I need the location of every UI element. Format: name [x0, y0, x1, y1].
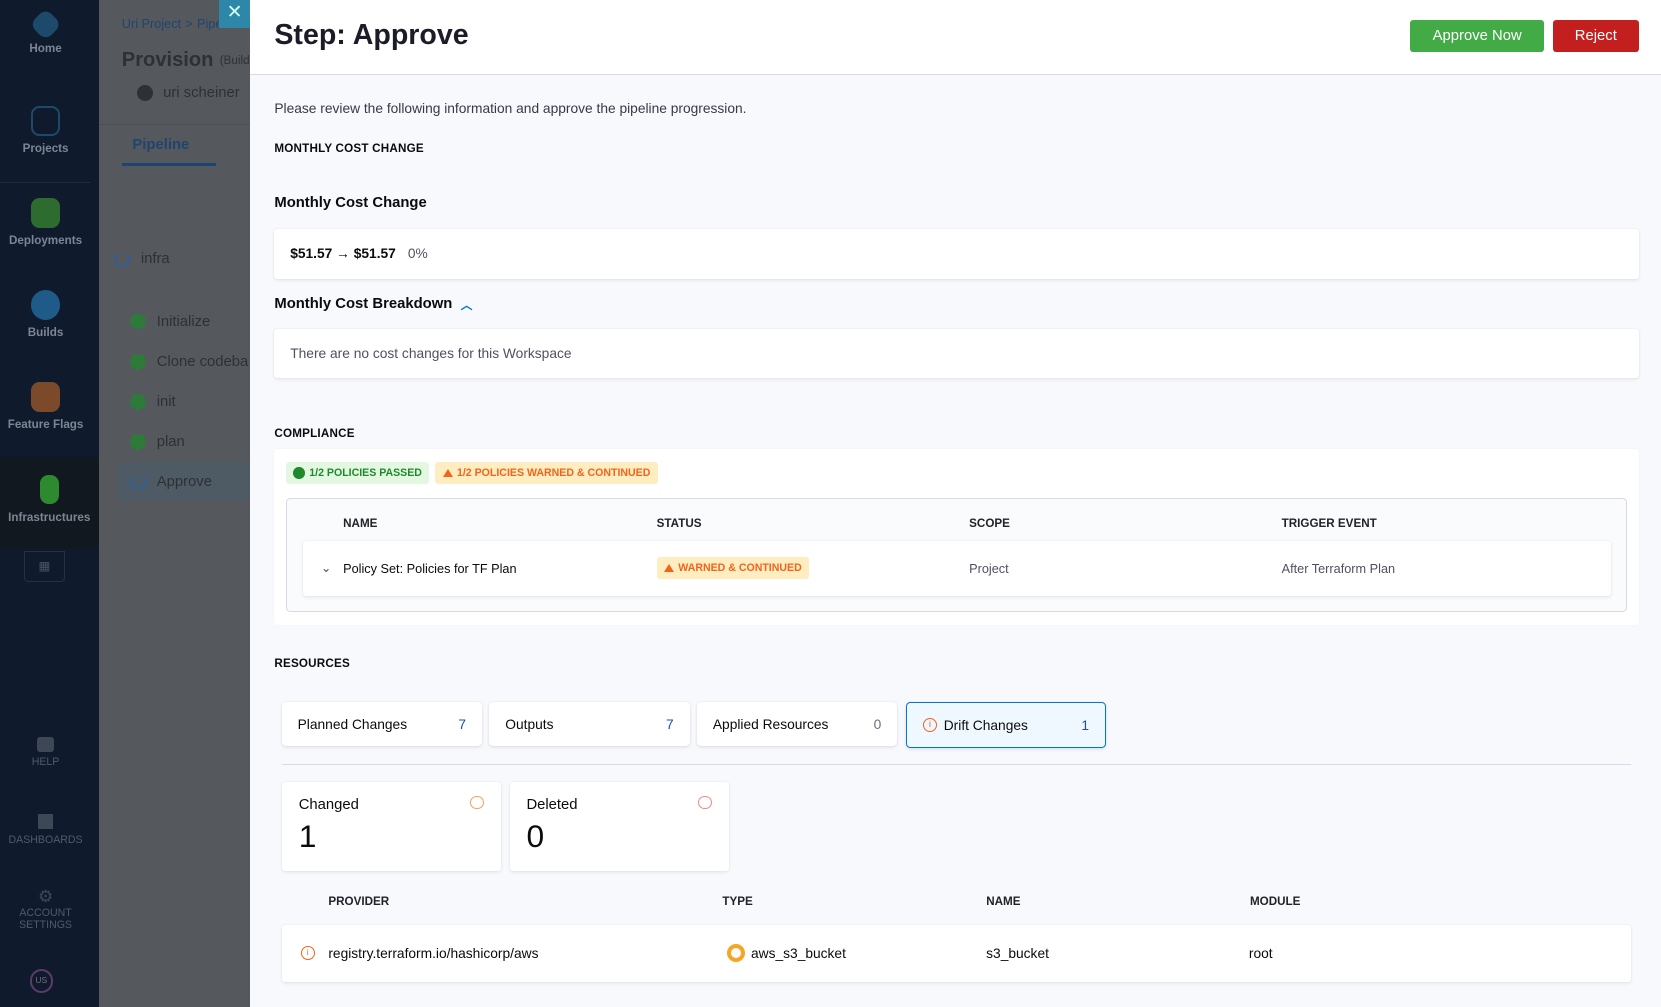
breakdown-toggle[interactable]: Monthly Cost Breakdown ︿: [274, 295, 473, 312]
approval-panel: Step: Approve Approve Now Reject Please …: [249, 0, 1661, 1007]
step-item[interactable]: Initialize: [130, 314, 210, 330]
step-item[interactable]: init: [130, 394, 176, 410]
nav-deployments[interactable]: Deployments: [0, 198, 91, 247]
pipeline-title: Provision: [121, 48, 214, 71]
aws-icon: [726, 943, 745, 962]
breadcrumb-project[interactable]: Uri Project: [121, 15, 182, 31]
chevron-up-icon: ︿: [460, 298, 473, 312]
nav-projects[interactable]: Projects: [0, 105, 91, 155]
background-page: Uri Project > Pipeli Provision (Build uri s…: [98, 0, 256, 1007]
gear-icon: ⚙: [37, 886, 54, 906]
nav-infrastructures[interactable]: Infrastructures: [0, 456, 99, 549]
nav-dashboards[interactable]: DASHBOARDS: [0, 813, 91, 846]
tab-applied-resources[interactable]: Applied Resources 0: [697, 702, 898, 746]
minus-circle-icon: [698, 795, 712, 810]
feature-flags-icon: [30, 382, 61, 413]
changed-icon: [470, 795, 485, 810]
info-icon: i: [300, 945, 315, 960]
deployments-icon: [30, 198, 61, 228]
check-icon: [293, 467, 306, 479]
tab-drift-changes[interactable]: i Drift Changes 1: [905, 702, 1106, 748]
section-label: MONTHLY COST CHANGE: [274, 141, 424, 155]
nav-feature-flags[interactable]: Feature Flags: [0, 382, 91, 431]
page-title: Step: Approve: [274, 19, 469, 52]
reject-button[interactable]: Reject: [1552, 20, 1639, 52]
cost-change-card: $51.57 → $51.57 0%: [274, 228, 1639, 279]
cost-heading: Monthly Cost Change: [274, 194, 427, 211]
chevron-down-icon[interactable]: ⌄: [320, 560, 332, 576]
step-item[interactable]: plan: [130, 434, 185, 450]
nav-account-settings[interactable]: ⚙ ACCOUNT SETTINGS: [0, 886, 91, 931]
nav-help[interactable]: HELP: [0, 737, 91, 768]
nav-home[interactable]: Home: [0, 7, 91, 55]
info-icon: i: [922, 717, 938, 733]
warned-badge: 1/2 POLICIES WARNED & CONTINUED: [435, 461, 658, 485]
dashboards-icon: [38, 813, 53, 830]
close-button[interactable]: ✕: [219, 0, 250, 28]
home-icon: [29, 7, 63, 41]
spinner-icon: [114, 251, 131, 267]
grid-icon[interactable]: ▦: [24, 550, 65, 582]
table-row[interactable]: ⌄ Policy Set: Policies for TF Plan WARNE…: [302, 541, 1612, 597]
approve-button[interactable]: Approve Now: [1409, 20, 1545, 52]
breadcrumb-separator: >: [185, 15, 193, 31]
policy-table: NAME STATUS SCOPE TRIGGER EVENT ⌄ Policy…: [285, 497, 1628, 613]
section-label: RESOURCES: [274, 656, 350, 670]
breakdown-card: There are no cost changes for this Works…: [274, 329, 1639, 379]
table-row[interactable]: i registry.terraform.io/hashicorp/aws aw…: [281, 924, 1632, 982]
intro-text: Please review the following information …: [274, 100, 747, 116]
help-icon: [37, 737, 55, 753]
compliance-card: 1/2 POLICIES PASSED 1/2 POLICIES WARNED …: [274, 449, 1639, 625]
status-badge: WARNED & CONTINUED: [656, 557, 810, 580]
nav-builds[interactable]: Builds: [0, 290, 91, 339]
deleted-summary-card: Deleted 0: [509, 781, 729, 871]
tab-outputs[interactable]: Outputs 7: [489, 702, 690, 746]
panel-header: Step: Approve Approve Now Reject: [249, 0, 1661, 76]
projects-icon: [30, 105, 61, 136]
step-item[interactable]: Clone codeba: [130, 354, 248, 370]
passed-badge: 1/2 POLICIES PASSED: [285, 461, 430, 485]
tab-pipeline[interactable]: Pipeline: [132, 136, 190, 153]
section-label: COMPLIANCE: [274, 426, 355, 440]
builds-icon: [30, 290, 61, 320]
infrastructures-icon: [39, 474, 59, 505]
changed-summary-card: Changed 1: [281, 781, 502, 871]
tab-planned-changes[interactable]: Planned Changes 7: [281, 702, 482, 746]
user-icon: [136, 84, 153, 101]
avatar[interactable]: US: [29, 969, 53, 993]
left-nav: Home Projects Deployments Builds Feature…: [0, 0, 99, 1007]
step-item-active[interactable]: Approve: [130, 474, 212, 490]
warning-icon: [442, 469, 453, 477]
